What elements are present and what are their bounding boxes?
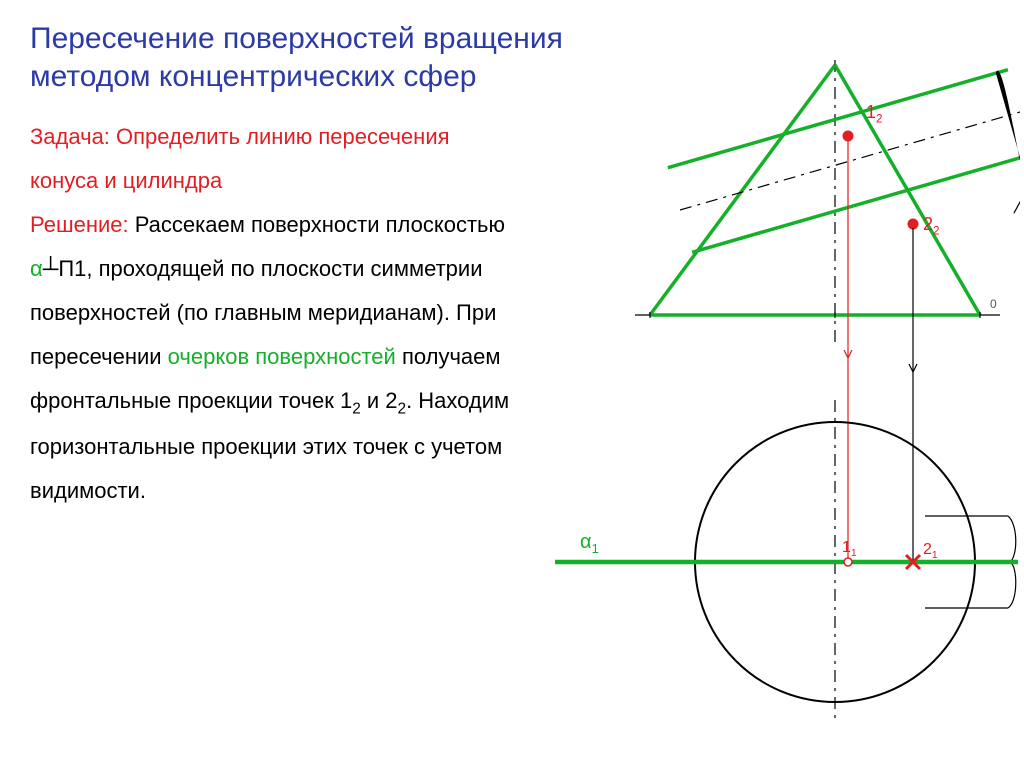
svg-text:0: 0 — [990, 297, 997, 311]
title-line2: методом концентрических сфер — [30, 60, 476, 93]
technical-diagram: 01222α11121 — [540, 50, 1020, 750]
svg-text:22: 22 — [923, 214, 940, 238]
svg-text:21: 21 — [923, 541, 938, 561]
title-line1: Пересечение поверхностей вращения — [30, 22, 563, 55]
svg-text:α1: α1 — [580, 531, 599, 556]
problem-text: Задача: Определить линию пересечения кон… — [30, 115, 510, 513]
svg-text:11: 11 — [842, 539, 857, 559]
